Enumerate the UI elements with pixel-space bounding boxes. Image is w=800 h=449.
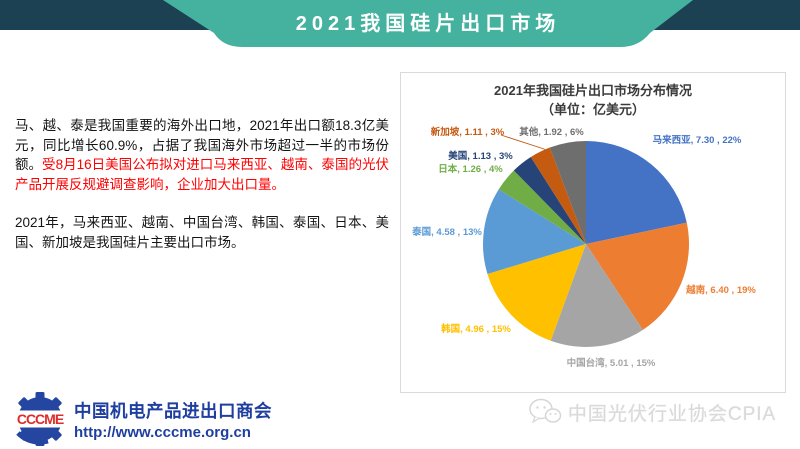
pie-slice-日本	[498, 170, 586, 244]
pie-label-中国台湾: 中国台湾, 5.01 , 15%	[566, 358, 656, 369]
ribbon-shape-icon	[163, 0, 693, 47]
cccme-acronym-text: CCCME	[17, 411, 64, 427]
cpia-watermark: 中国光伏行业协会CPIA	[528, 398, 776, 426]
pie-chart-panel: 2021年我国硅片出口市场分布情况 （单位：亿美元） 马来西亚, 7.30 , …	[400, 72, 786, 393]
header-ribbon: 2021我国硅片出口市场	[150, 0, 706, 48]
pie-slice-韩国	[487, 244, 586, 341]
intro-paragraph-1-red: 受8月16日美国公布拟对进口马来西亚、越南、泰国的光伏产品开展反规避调查影响，企…	[15, 157, 390, 192]
chart-title-line1: 2021年我国硅片出口市场分布情况	[494, 83, 692, 98]
pie-slice-马来西亚	[586, 141, 687, 244]
cccme-text-block: 中国机电产品进出口商会 http://www.cccme.org.cn	[74, 398, 272, 441]
pie-label-马来西亚: 马来西亚, 7.30 , 22%	[652, 135, 742, 146]
chart-title-line2: （单位：亿美元）	[540, 101, 645, 117]
pie-slice-越南	[586, 222, 690, 330]
cccme-gear-logo: CCCME	[12, 391, 68, 447]
pie-slice-泰国	[483, 189, 586, 274]
cpia-watermark-text: 中国光伏行业协会CPIA	[568, 403, 777, 425]
pie-slice-其他	[549, 141, 586, 244]
cccme-url: http://www.cccme.org.cn	[74, 423, 251, 441]
pie-label-韩国: 韩国, 4.96 , 15%	[441, 324, 511, 335]
intro-paragraph-1: 马、越、泰是我国重要的海外出口地，2021年出口额18.3亿美元，同比增长60.…	[15, 116, 389, 194]
pie-label-其他: 其他, 1.92 , 6%	[519, 127, 584, 138]
wechat-icon	[529, 398, 562, 424]
intro-text-block: 马、越、泰是我国重要的海外出口地，2021年出口额18.3亿美元，同比增长60.…	[15, 116, 389, 271]
gear-icon: CCCME	[12, 392, 68, 446]
intro-paragraph-1-black: 马、越、泰是我国重要的海外出口地，2021年出口额18.3亿美元，同比增长60.…	[15, 118, 389, 173]
pie-label-日本: 日本, 1.26 , 4%	[438, 164, 503, 175]
chart-title: 2021年我国硅片出口市场分布情况 （单位：亿美元）	[401, 82, 785, 120]
leader-line-singapore	[500, 134, 552, 158]
pie-slice-美国	[513, 157, 586, 244]
pie-slice-新加坡	[530, 147, 586, 244]
page-title: 2021我国硅片出口市场	[295, 13, 561, 35]
pie-slice-中国台湾	[550, 244, 643, 348]
pie-label-越南: 越南, 6.40 , 19%	[686, 285, 756, 296]
pie-label-美国: 美国, 1.13 , 3%	[448, 151, 513, 162]
cccme-logo-block: CCCME 中国机电产品进出口商会 http://www.cccme.org.c…	[12, 391, 272, 447]
pie-chart	[483, 134, 690, 348]
intro-paragraph-2: 2021年，马来西亚、越南、中国台湾、韩国、泰国、日本、美国、新加坡是我国硅片主…	[15, 215, 389, 250]
cccme-org-name: 中国机电产品进出口商会	[74, 400, 272, 421]
pie-label-泰国: 泰国, 4.58 , 13%	[412, 227, 482, 238]
pie-label-新加坡: 新加坡, 1.11 , 3%	[430, 127, 505, 138]
